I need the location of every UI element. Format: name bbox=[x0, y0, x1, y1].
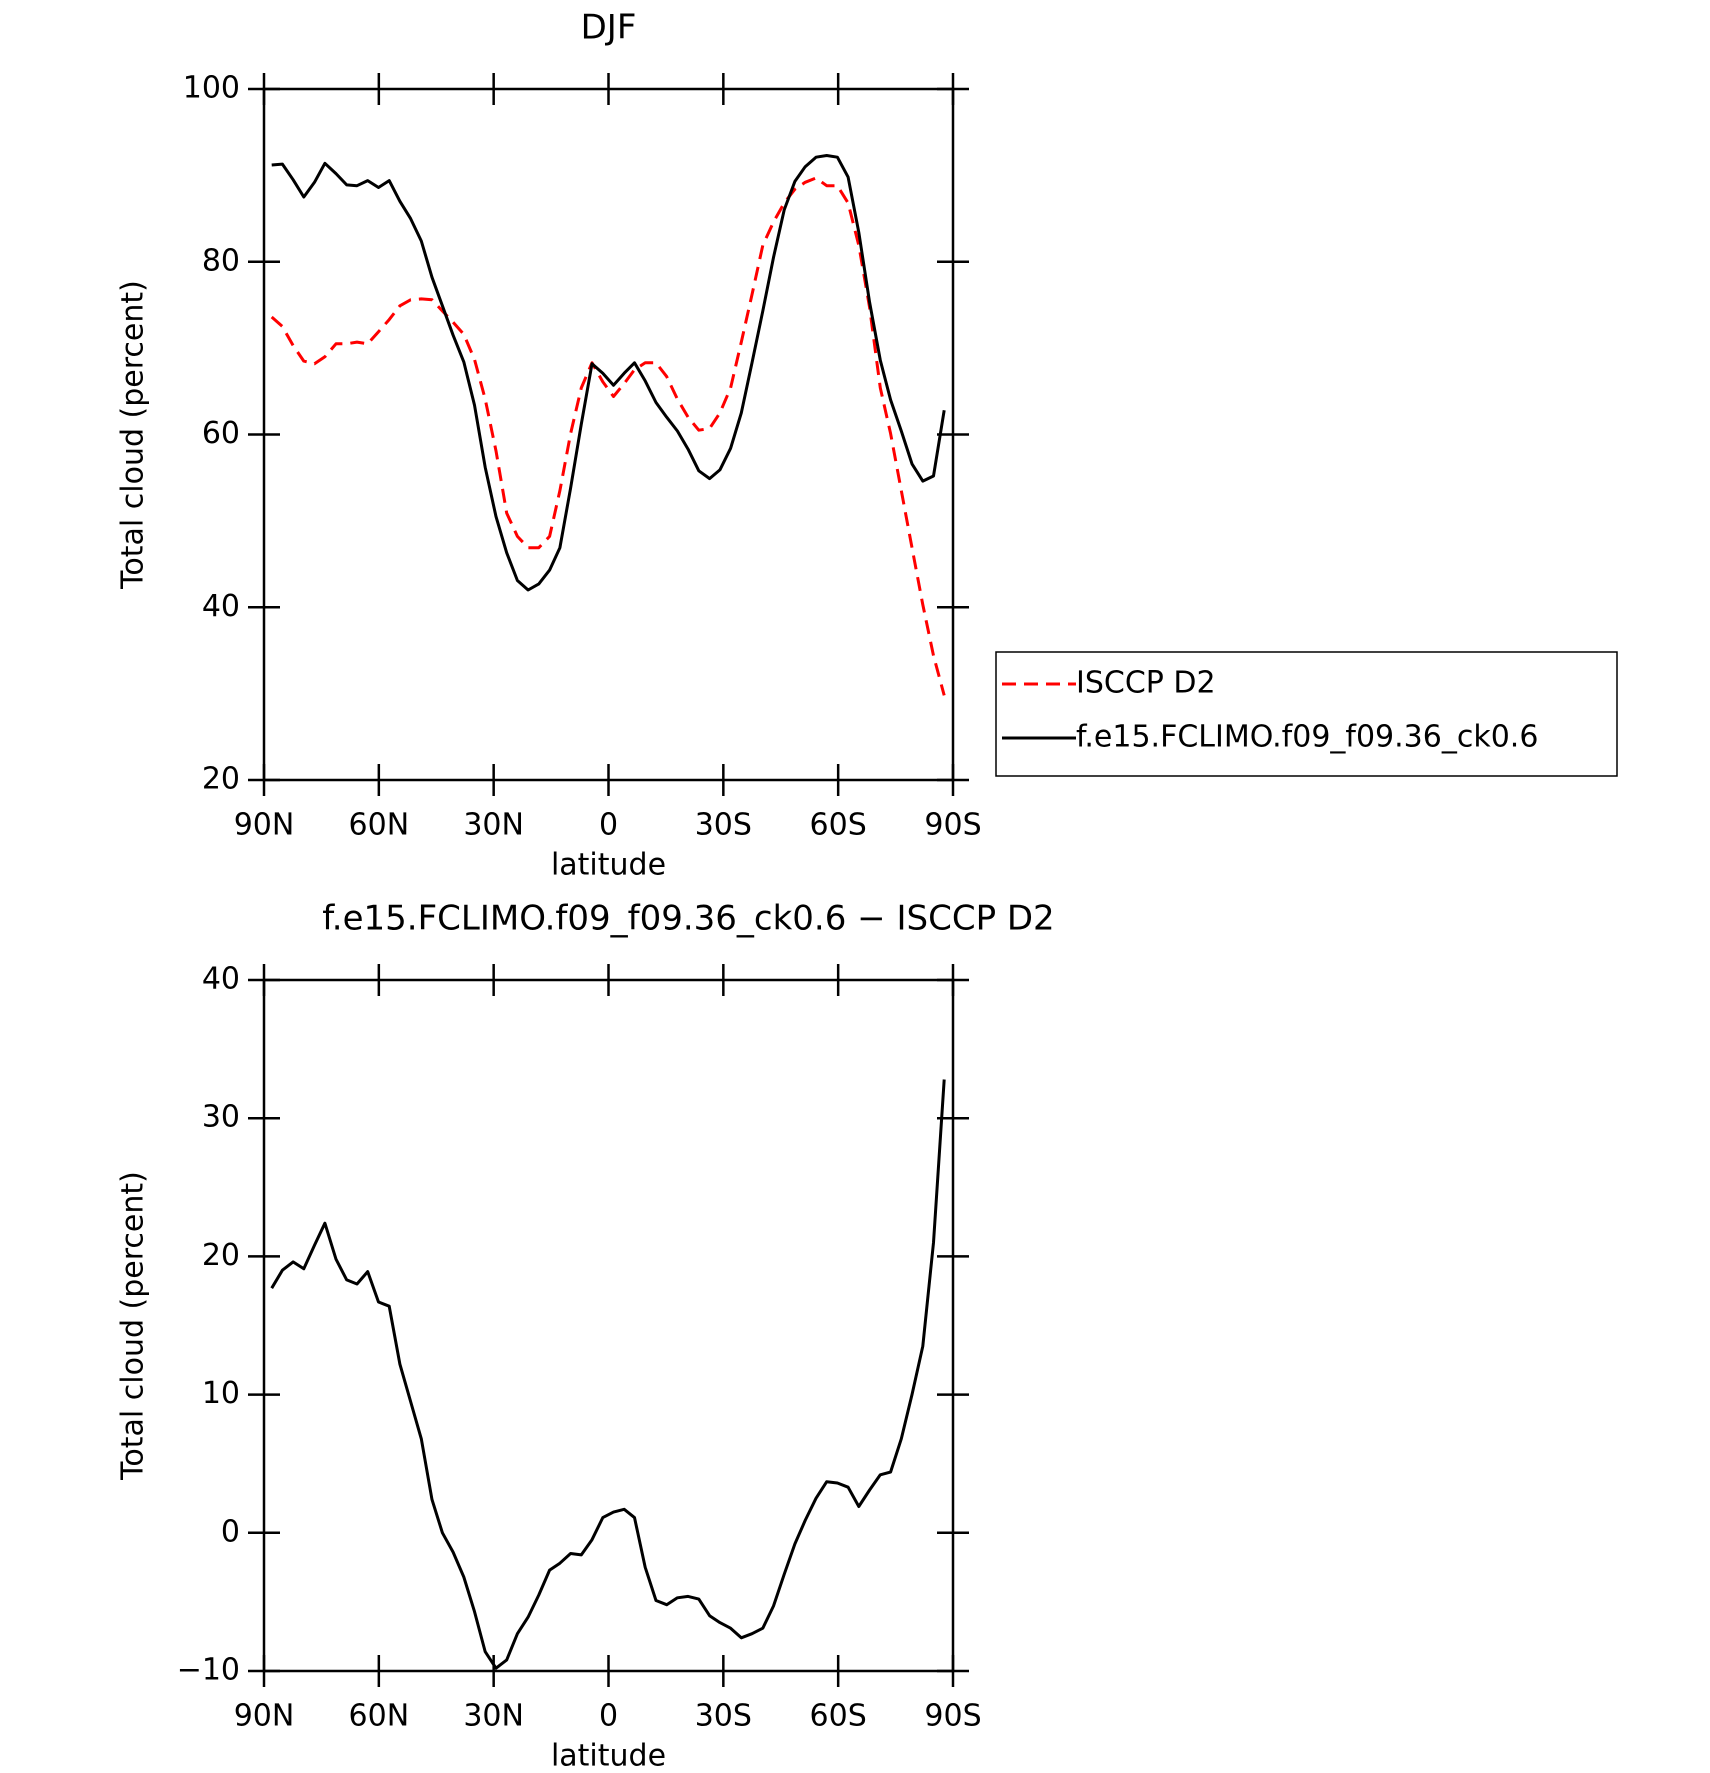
y-axis-label: Total cloud (percent) bbox=[116, 280, 151, 590]
y-tick-label: 40 bbox=[202, 589, 240, 624]
x-tick-label: 90S bbox=[924, 808, 981, 843]
chart-panel: f.e15.FCLIMO.f09_f09.36_ck0.6 − ISCCP D2… bbox=[116, 899, 1055, 1773]
legend-box bbox=[995, 651, 1618, 777]
y-tick-label: 0 bbox=[221, 1514, 240, 1549]
x-tick-label: 60S bbox=[810, 1699, 867, 1734]
x-tick-label: 90N bbox=[234, 808, 295, 843]
chart-title: f.e15.FCLIMO.f09_f09.36_ck0.6 − ISCCP D2 bbox=[322, 899, 1054, 939]
x-tick-label: 30S bbox=[695, 1699, 752, 1734]
x-axis-label: latitude bbox=[551, 848, 666, 883]
y-tick-label: 20 bbox=[202, 1238, 240, 1273]
chart-panel: DJF latitude Total cloud (percent) 20 40 60 80… bbox=[116, 8, 1618, 883]
y-tick-label: 20 bbox=[202, 762, 240, 797]
x-tick-label: 60S bbox=[810, 808, 867, 843]
legend: ISCCP D2 f.e15.FCLIMO.f09_f09.36_ck0.6 bbox=[995, 651, 1618, 777]
x-tick-label: 90S bbox=[924, 1699, 981, 1734]
x-tick-label: 30S bbox=[695, 808, 752, 843]
y-tick-label: 10 bbox=[202, 1376, 240, 1411]
legend-label: f.e15.FCLIMO.f09_f09.36_ck0.6 bbox=[1076, 720, 1538, 755]
x-tick-label: 60N bbox=[349, 808, 410, 843]
x-tick-label: 0 bbox=[599, 1699, 618, 1734]
x-tick-label: 30N bbox=[463, 1699, 524, 1734]
legend-label: ISCCP D2 bbox=[1076, 666, 1216, 701]
x-tick-label: 60N bbox=[349, 1699, 410, 1734]
y-tick-label: 100 bbox=[183, 71, 240, 106]
y-tick-label: 60 bbox=[202, 416, 240, 451]
y-tick-label: −10 bbox=[177, 1653, 240, 1688]
x-tick-label: 0 bbox=[599, 808, 618, 843]
x-axis-label: latitude bbox=[551, 1739, 666, 1773]
data-line bbox=[271, 154, 946, 592]
x-tick-label: 90N bbox=[234, 1699, 295, 1734]
y-tick-label: 80 bbox=[202, 243, 240, 278]
y-tick-label: 30 bbox=[202, 1100, 240, 1135]
x-tick-label: 30N bbox=[463, 808, 524, 843]
y-axis-label: Total cloud (percent) bbox=[116, 1171, 151, 1481]
chart-title: DJF bbox=[581, 8, 637, 48]
plot-frame bbox=[262, 87, 955, 782]
plot-frame bbox=[262, 978, 955, 1673]
y-tick-label: 40 bbox=[202, 962, 240, 997]
data-line bbox=[270, 1079, 946, 1670]
data-line bbox=[270, 176, 946, 696]
